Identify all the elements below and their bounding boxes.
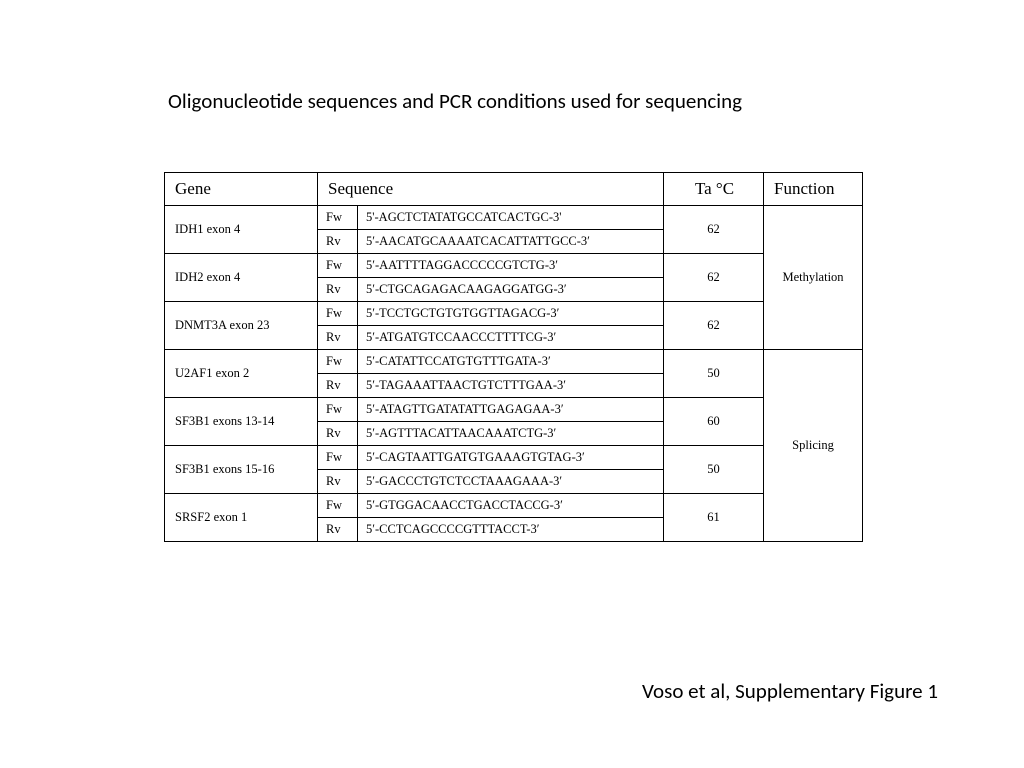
seq-cell: 5′-GTGGACAACCTGACCTACCG-3′ [358, 494, 664, 518]
pcr-table-container: Gene Sequence Ta °C Function IDH1 exon 4… [164, 172, 862, 542]
ta-cell: 61 [664, 494, 764, 542]
dir-cell: Rv [318, 518, 358, 542]
seq-cell: 5′-CATATTCCATGTGTTTGATA-3′ [358, 350, 664, 374]
gene-cell: SRSF2 exon 1 [165, 494, 318, 542]
seq-cell: 5′-TCCTGCTGTGTGGTTAGACG-3′ [358, 302, 664, 326]
dir-cell: Rv [318, 470, 358, 494]
pcr-table: Gene Sequence Ta °C Function IDH1 exon 4… [164, 172, 863, 542]
gene-cell: SF3B1 exons 15-16 [165, 446, 318, 494]
table-row: U2AF1 exon 2 Fw 5′-CATATTCCATGTGTTTGATA-… [165, 350, 863, 374]
seq-cell: 5′-GACCCTGTCTCCTAAAGAAA-3′ [358, 470, 664, 494]
function-cell: Methylation [764, 206, 863, 350]
dir-cell: Fw [318, 302, 358, 326]
ta-cell: 62 [664, 254, 764, 302]
table-row: IDH1 exon 4 Fw 5'-AGCTCTATATGCCATCACTGC-… [165, 206, 863, 230]
seq-cell: 5′-ATAGTTGATATATTGAGAGAA-3′ [358, 398, 664, 422]
dir-cell: Fw [318, 446, 358, 470]
dir-cell: Rv [318, 230, 358, 254]
col-header-function: Function [764, 173, 863, 206]
seq-cell: 5′-TAGAAATTAACTGTCTTTGAA-3′ [358, 374, 664, 398]
table-row: SF3B1 exons 13-14 Fw 5′-ATAGTTGATATATTGA… [165, 398, 863, 422]
gene-cell: IDH1 exon 4 [165, 206, 318, 254]
dir-cell: Rv [318, 374, 358, 398]
dir-cell: Fw [318, 206, 358, 230]
dir-cell: Fw [318, 254, 358, 278]
seq-cell: 5′-AGTTTACATTAACAAATCTG-3′ [358, 422, 664, 446]
gene-cell: SF3B1 exons 13-14 [165, 398, 318, 446]
figure-citation: Voso et al, Supplementary Figure 1 [642, 678, 938, 704]
table-row: IDH2 exon 4 Fw 5′-AATTTTAGGACCCCCGTCTG-3… [165, 254, 863, 278]
table-header-row: Gene Sequence Ta °C Function [165, 173, 863, 206]
table-row: SF3B1 exons 15-16 Fw 5′-CAGTAATTGATGTGAA… [165, 446, 863, 470]
ta-cell: 62 [664, 302, 764, 350]
seq-cell: 5'-AGCTCTATATGCCATCACTGC-3' [358, 206, 664, 230]
dir-cell: Fw [318, 494, 358, 518]
dir-cell: Rv [318, 422, 358, 446]
col-header-gene: Gene [165, 173, 318, 206]
dir-cell: Fw [318, 398, 358, 422]
seq-cell: 5′-CCTCAGCCCCGTTTACCT-3′ [358, 518, 664, 542]
gene-cell: U2AF1 exon 2 [165, 350, 318, 398]
seq-cell: 5′-CTGCAGAGACAAGAGGATGG-3′ [358, 278, 664, 302]
col-header-ta: Ta °C [664, 173, 764, 206]
gene-cell: IDH2 exon 4 [165, 254, 318, 302]
function-cell: Splicing [764, 350, 863, 542]
ta-cell: 62 [664, 206, 764, 254]
dir-cell: Fw [318, 350, 358, 374]
col-header-sequence: Sequence [318, 173, 664, 206]
seq-cell: 5′-AATTTTAGGACCCCCGTCTG-3′ [358, 254, 664, 278]
seq-cell: 5′-ATGATGTCCAACCCTTTTCG-3′ [358, 326, 664, 350]
dir-cell: Rv [318, 278, 358, 302]
table-row: DNMT3A exon 23 Fw 5′-TCCTGCTGTGTGGTTAGAC… [165, 302, 863, 326]
gene-cell: DNMT3A exon 23 [165, 302, 318, 350]
page-title: Oligonucleotide sequences and PCR condit… [168, 88, 742, 114]
table-row: SRSF2 exon 1 Fw 5′-GTGGACAACCTGACCTACCG-… [165, 494, 863, 518]
dir-cell: Rv [318, 326, 358, 350]
ta-cell: 50 [664, 446, 764, 494]
ta-cell: 50 [664, 350, 764, 398]
seq-cell: 5′-AACATGCAAAATCACATTATTGCC-3′ [358, 230, 664, 254]
ta-cell: 60 [664, 398, 764, 446]
seq-cell: 5′-CAGTAATTGATGTGAAAGTGTAG-3′ [358, 446, 664, 470]
